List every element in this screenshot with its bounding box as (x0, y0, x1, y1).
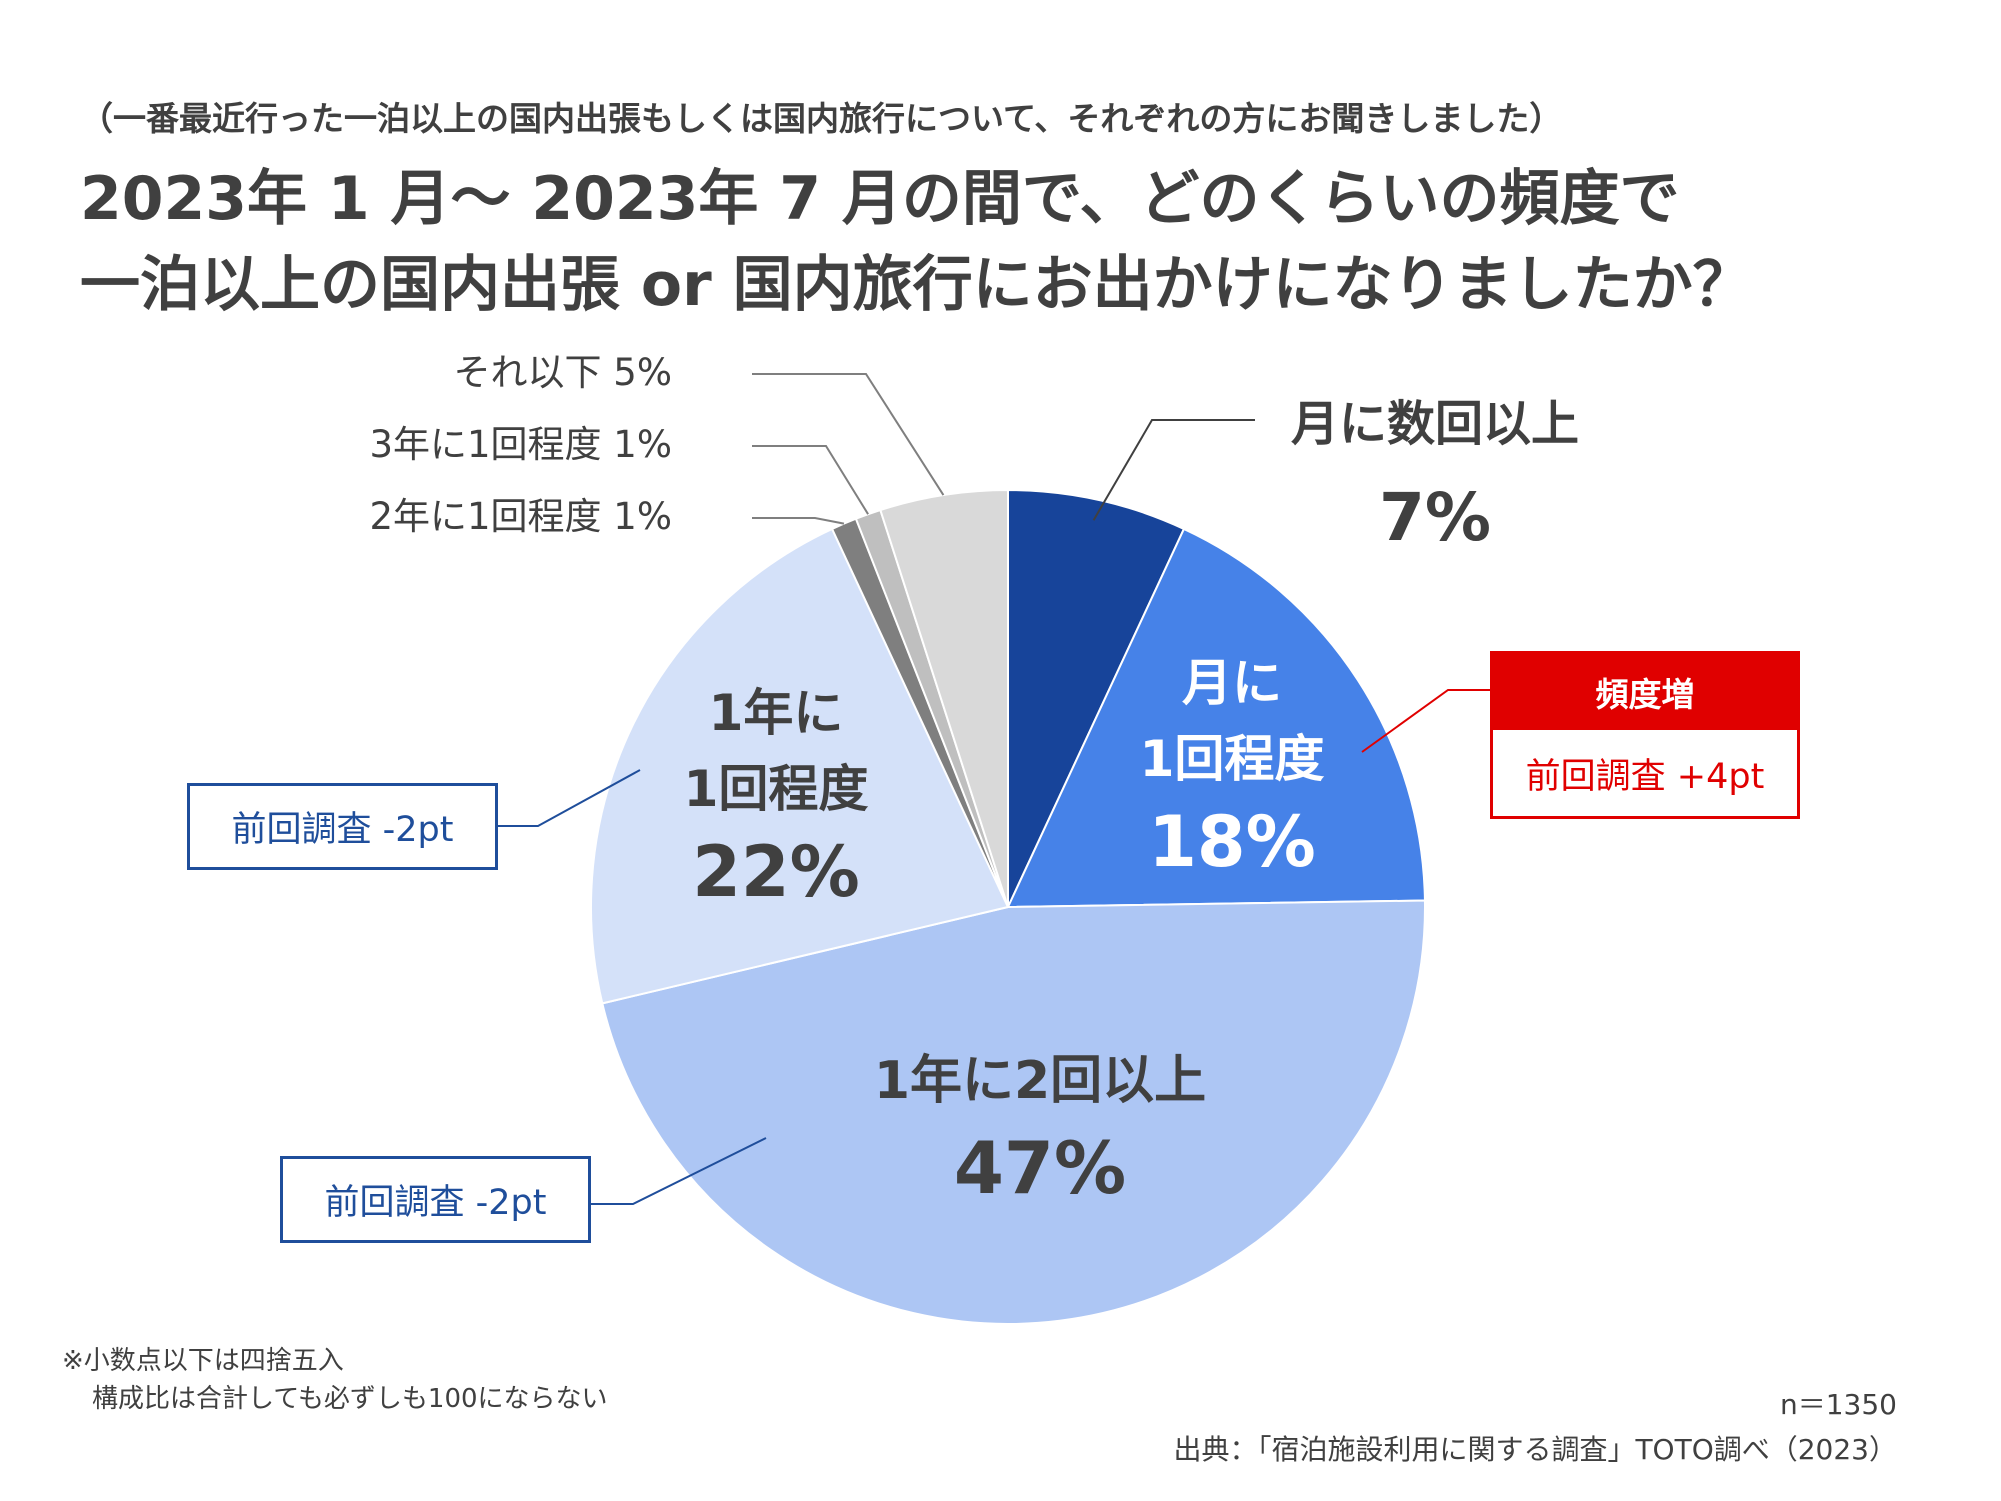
source-credit: 出典：「宿泊施設利用に関する調査」TOTO調べ（2023） (1173, 1433, 1897, 1466)
leader-every2 (752, 517, 845, 525)
pie-slices (590, 488, 1426, 1325)
pie-slice-1 (1006, 527, 1426, 909)
chart-title-line-1: 2023年 1 月～ 2023年 7 月の間で、どのくらいの頻度で (80, 164, 1680, 234)
label-yearly-once-line1: 1年に (709, 684, 844, 742)
value-monthly-many: 7% (1379, 479, 1491, 556)
callout-frequency-up-body: 前回調査 +4pt (1525, 756, 1765, 797)
value-every3: 1% (613, 423, 672, 466)
value-every2: 1% (613, 495, 672, 538)
value-yearly-twice: 47% (954, 1126, 1126, 1210)
leader-lines (498, 373, 1490, 1205)
label-every3: 3年に1回程度 1% (369, 423, 672, 466)
callout-yearly-once-change: 前回調査 -2pt (187, 783, 498, 870)
chart-subtitle: （一番最近行った一泊以上の国内出張もしくは国内旅行について、それぞれの方にお聞き… (80, 99, 1563, 138)
footnote-rounding: ※小数点以下は四捨五入 (62, 1346, 344, 1376)
footnote-total: 構成比は合計しても必ずしも100にならない (92, 1384, 608, 1414)
pie-slice-3 (590, 527, 1010, 1005)
label-yearly-once-line2: 1回程度 (684, 760, 869, 818)
leader-below (752, 373, 945, 496)
label-yearly-twice: 1年に2回以上 (874, 1051, 1206, 1111)
leader-yearly-once-change (498, 769, 641, 827)
pie-slice-0 (1007, 488, 1186, 908)
label-monthly-once-line2: 1回程度 (1140, 730, 1325, 788)
value-monthly-once: 18% (1148, 801, 1316, 883)
callout-yearly-twice-change: 前回調査 -2pt (280, 1156, 591, 1243)
leader-yearly-twice-change (591, 1137, 767, 1205)
sample-size: n＝1350 (1779, 1388, 1897, 1421)
value-yearly-once: 22% (692, 831, 860, 913)
label-monthly-once-line1: 月に (1182, 654, 1282, 712)
callout-frequency-up-header: 頻度増 (1493, 654, 1797, 730)
chart-title-line-2: 一泊以上の国内出張 or 国内旅行にお出かけになりましたか？ (80, 250, 1753, 320)
value-below: 5% (613, 351, 672, 394)
label-every2: 2年に1回程度 1% (369, 495, 672, 538)
pie-slice-2 (601, 899, 1426, 1325)
leader-monthly-many (1092, 419, 1255, 521)
callout-frequency-up: 頻度増 前回調査 +4pt (1490, 651, 1800, 819)
label-below: それ以下 5% (454, 351, 672, 394)
label-monthly-many: 月に数回以上 (1291, 396, 1579, 452)
leader-every3 (752, 445, 869, 515)
leader-frequency-up (1361, 689, 1490, 753)
